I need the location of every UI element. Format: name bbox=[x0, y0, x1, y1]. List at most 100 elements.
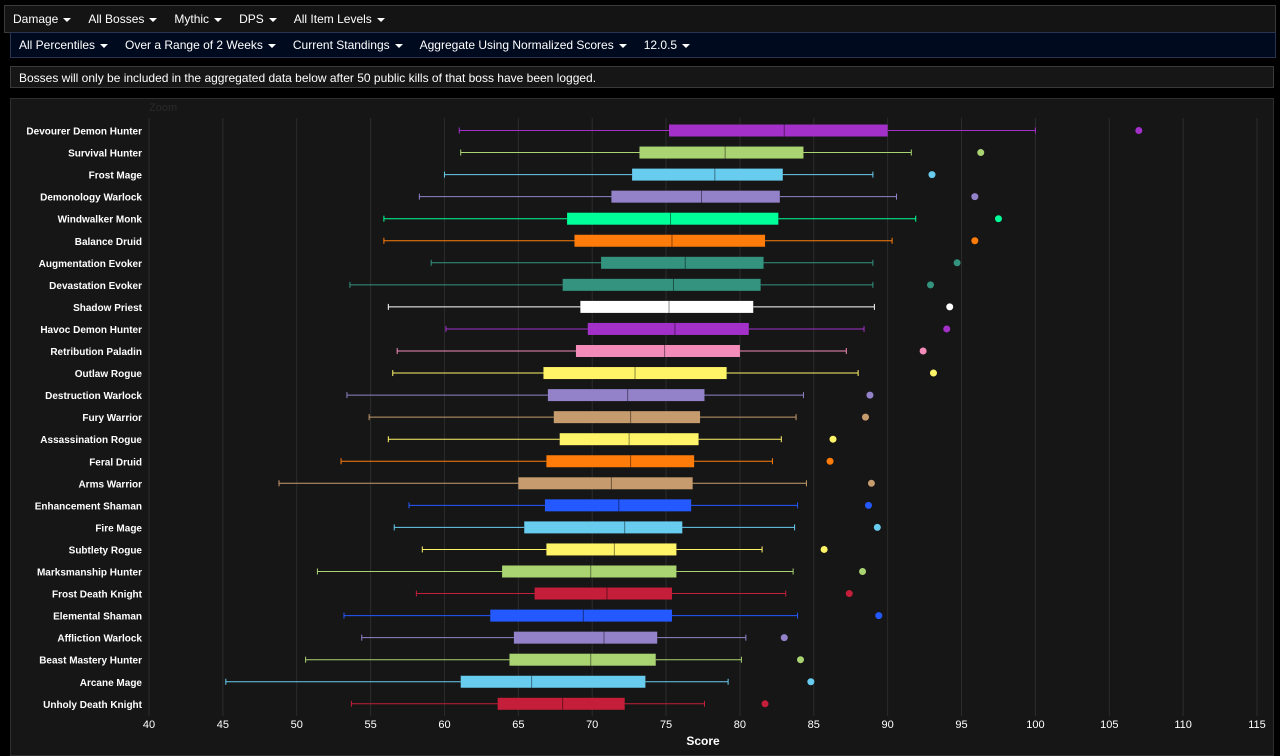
outlier-point bbox=[928, 171, 936, 179]
chart-panel bbox=[10, 98, 1274, 756]
series-row bbox=[343, 609, 883, 622]
outlier-point bbox=[953, 259, 961, 267]
x-tick-label: 115 bbox=[1248, 719, 1266, 731]
series-label: Affliction Warlock bbox=[57, 634, 142, 645]
outlier-point bbox=[946, 303, 954, 311]
box bbox=[553, 411, 701, 424]
series-row bbox=[396, 345, 927, 357]
series-row bbox=[350, 697, 769, 710]
series-row bbox=[340, 455, 834, 468]
series-label: Arcane Mage bbox=[80, 678, 143, 689]
outlier-point bbox=[829, 435, 837, 443]
box bbox=[574, 234, 766, 247]
x-tick-label: 110 bbox=[1174, 719, 1192, 731]
series-label: Outlaw Rogue bbox=[75, 369, 143, 380]
series-label: Assassination Rogue bbox=[40, 435, 142, 446]
caret-down-icon bbox=[376, 17, 385, 22]
outlier-point bbox=[977, 149, 985, 157]
outlier-point bbox=[859, 568, 867, 575]
caret-down-icon bbox=[214, 17, 223, 22]
x-axis-title: Score bbox=[686, 734, 720, 748]
series-label: Balance Druid bbox=[75, 237, 142, 248]
dropdown-label: 12.0.5 bbox=[643, 38, 678, 52]
box bbox=[490, 609, 672, 622]
toolbar_primary-dropdown-3[interactable]: DPS bbox=[231, 12, 286, 26]
series-label: Havoc Demon Hunter bbox=[40, 325, 142, 336]
zoom-label[interactable]: Zoom bbox=[149, 102, 177, 114]
series-row bbox=[305, 653, 805, 666]
outlier-point bbox=[875, 612, 883, 620]
series-label: Marksmanship Hunter bbox=[37, 568, 142, 579]
outlier-point bbox=[1135, 127, 1143, 134]
box bbox=[544, 499, 692, 512]
series-row bbox=[349, 278, 935, 291]
dropdown-label: Mythic bbox=[174, 12, 210, 26]
series-row bbox=[383, 212, 1002, 225]
series-row bbox=[346, 389, 874, 402]
x-tick-label: 95 bbox=[955, 719, 967, 731]
caret-down-icon bbox=[63, 17, 72, 22]
series-label: Arms Warrior bbox=[78, 479, 142, 490]
series-label: Subtlety Rogue bbox=[69, 545, 143, 556]
toolbar_primary-dropdown-2[interactable]: Mythic bbox=[166, 12, 231, 26]
series-label: Destruction Warlock bbox=[45, 391, 142, 402]
box bbox=[460, 675, 646, 688]
chart-series bbox=[225, 124, 1143, 710]
box bbox=[534, 587, 672, 600]
series-row bbox=[445, 322, 951, 335]
caret-down-icon bbox=[682, 43, 691, 48]
x-tick-label: 70 bbox=[586, 719, 598, 731]
dropdown-label: All Percentiles bbox=[19, 38, 96, 52]
outlier-point bbox=[927, 281, 935, 289]
series-row bbox=[368, 411, 870, 424]
dropdown-label: DPS bbox=[239, 12, 264, 26]
x-tick-label: 105 bbox=[1100, 719, 1118, 731]
toolbar_primary-dropdown-0[interactable]: Damage bbox=[5, 12, 80, 26]
toolbar_secondary-dropdown-1[interactable]: Over a Range of 2 Weeks bbox=[117, 38, 285, 52]
box bbox=[639, 146, 804, 159]
outlier-point bbox=[994, 215, 1002, 223]
box bbox=[513, 631, 658, 644]
x-tick-label: 60 bbox=[438, 719, 450, 731]
caret-down-icon bbox=[149, 17, 158, 22]
toolbar_secondary-dropdown-4[interactable]: 12.0.5 bbox=[636, 38, 699, 52]
box bbox=[580, 300, 754, 313]
toolbar_secondary-dropdown-2[interactable]: Current Standings bbox=[285, 38, 412, 52]
toolbar_primary-dropdown-4[interactable]: All Item Levels bbox=[286, 12, 394, 26]
box bbox=[524, 521, 683, 534]
series-row bbox=[458, 124, 1143, 137]
dropdown-label: All Item Levels bbox=[293, 12, 372, 26]
outlier-point bbox=[971, 237, 979, 245]
toolbar_secondary-dropdown-0[interactable]: All Percentiles bbox=[11, 38, 117, 52]
box bbox=[632, 168, 783, 181]
series-row bbox=[408, 499, 872, 512]
series-row bbox=[460, 146, 985, 159]
dropdown-label: Aggregate Using Normalized Scores bbox=[419, 38, 614, 52]
x-tick-label: 45 bbox=[217, 719, 229, 731]
series-row bbox=[387, 433, 837, 446]
caret-down-icon bbox=[394, 43, 403, 48]
box bbox=[601, 256, 764, 269]
toolbar_primary-dropdown-1[interactable]: All Bosses bbox=[80, 12, 166, 26]
box bbox=[546, 455, 695, 468]
dropdown-label: All Bosses bbox=[88, 12, 145, 26]
series-row bbox=[361, 631, 788, 644]
series-label: Feral Druid bbox=[89, 457, 142, 468]
x-axis-ticks: 40 45 50 55 60 65 70 75 80 85 90 95 100 105 110 115 bbox=[143, 719, 1266, 731]
series-label: Devourer Demon Hunter bbox=[26, 127, 142, 138]
toolbar_secondary-dropdown-3[interactable]: Aggregate Using Normalized Scores bbox=[412, 38, 636, 52]
outlier-point bbox=[761, 700, 769, 708]
y-axis-labels: Devourer Demon Hunter Survival Hunter Fros… bbox=[26, 127, 142, 711]
box bbox=[518, 477, 693, 490]
box bbox=[575, 345, 740, 357]
series-label: Demonology Warlock bbox=[40, 193, 142, 204]
series-row bbox=[392, 367, 937, 380]
series-label: Fury Warrior bbox=[82, 413, 142, 424]
x-tick-label: 40 bbox=[143, 719, 155, 731]
series-row bbox=[393, 521, 881, 534]
outlier-point bbox=[780, 634, 788, 642]
x-tick-label: 65 bbox=[512, 719, 524, 731]
primary-filter-bar: Damage All Bosses Mythic DPS All Item Levels bbox=[4, 5, 1276, 33]
box bbox=[543, 367, 727, 380]
